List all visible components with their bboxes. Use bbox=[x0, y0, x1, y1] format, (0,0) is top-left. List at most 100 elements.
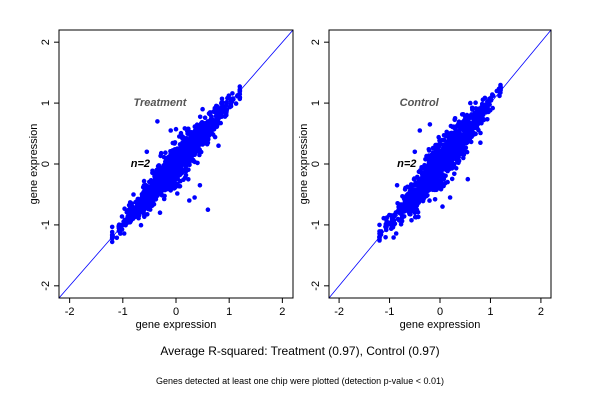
data-point bbox=[446, 159, 452, 165]
data-point bbox=[415, 201, 420, 207]
data-point bbox=[147, 196, 153, 202]
data-point bbox=[137, 204, 142, 210]
x-axis-label: gene expression bbox=[400, 319, 481, 331]
data-point bbox=[179, 134, 185, 139]
data-point bbox=[145, 205, 150, 210]
data-point bbox=[194, 123, 200, 129]
data-point bbox=[202, 138, 208, 144]
data-point bbox=[390, 219, 395, 224]
data-point bbox=[473, 131, 478, 137]
data-point bbox=[196, 133, 202, 139]
data-point bbox=[419, 185, 425, 191]
data-point bbox=[142, 214, 147, 220]
data-point bbox=[175, 191, 180, 196]
data-point bbox=[168, 172, 173, 177]
data-point bbox=[418, 176, 423, 182]
outlier-point bbox=[452, 116, 458, 121]
data-point bbox=[435, 164, 441, 169]
outlier-point bbox=[447, 195, 453, 200]
data-point bbox=[138, 222, 144, 228]
data-point bbox=[192, 135, 197, 141]
y-tick-label: 2 bbox=[40, 39, 52, 45]
treatment-panel: -2 -1 0 1 2 -2 -1 0 1 2 gene expression gene expres… bbox=[28, 29, 294, 331]
data-point bbox=[432, 197, 438, 202]
data-point bbox=[178, 169, 183, 174]
data-point bbox=[169, 186, 174, 191]
data-point bbox=[444, 164, 449, 169]
outlier-point bbox=[412, 149, 418, 155]
x-tick-label: 1 bbox=[487, 306, 493, 318]
data-point bbox=[229, 96, 234, 102]
data-point bbox=[158, 153, 163, 159]
data-point bbox=[471, 114, 476, 119]
data-point bbox=[214, 103, 219, 109]
data-point bbox=[488, 98, 494, 103]
data-point bbox=[219, 101, 224, 106]
data-point bbox=[464, 112, 470, 118]
data-point bbox=[173, 126, 179, 132]
data-point bbox=[453, 148, 459, 154]
x-tick-label: -1 bbox=[118, 306, 128, 318]
data-point bbox=[150, 178, 155, 184]
outlier-point bbox=[417, 128, 423, 133]
data-point bbox=[490, 93, 496, 98]
outlier-point bbox=[155, 119, 160, 124]
data-point bbox=[434, 171, 439, 177]
data-point bbox=[183, 160, 189, 166]
data-point bbox=[377, 236, 382, 242]
outlier-point bbox=[144, 149, 150, 155]
data-point bbox=[432, 183, 437, 189]
data-point bbox=[459, 120, 465, 126]
data-point bbox=[441, 142, 447, 148]
data-point bbox=[400, 206, 406, 212]
outlier-point bbox=[427, 122, 433, 127]
data-point bbox=[412, 214, 418, 220]
data-point bbox=[422, 162, 427, 168]
data-point bbox=[162, 185, 168, 190]
data-point bbox=[181, 177, 186, 182]
data-point bbox=[443, 158, 448, 164]
data-point bbox=[128, 203, 133, 209]
data-point bbox=[184, 136, 190, 141]
data-point bbox=[188, 146, 194, 152]
x-tick-label: -2 bbox=[334, 306, 344, 318]
outlier-point bbox=[192, 195, 197, 200]
data-point bbox=[427, 198, 432, 203]
data-point bbox=[403, 194, 409, 199]
data-point bbox=[109, 224, 115, 230]
y-tick-label: -2 bbox=[40, 281, 52, 291]
data-point bbox=[436, 134, 442, 140]
data-point bbox=[171, 149, 177, 155]
data-point bbox=[116, 223, 121, 229]
data-point bbox=[456, 154, 462, 160]
data-point bbox=[472, 125, 477, 130]
outlier-point bbox=[197, 183, 203, 188]
data-point bbox=[436, 144, 442, 149]
data-point bbox=[481, 110, 487, 115]
data-point bbox=[187, 162, 192, 168]
data-point bbox=[384, 218, 389, 223]
data-point bbox=[208, 117, 214, 122]
data-point bbox=[452, 171, 457, 177]
data-point bbox=[451, 124, 457, 129]
data-point bbox=[141, 178, 147, 184]
data-point bbox=[202, 115, 208, 120]
data-point bbox=[498, 82, 503, 88]
data-point bbox=[431, 164, 437, 170]
data-point bbox=[237, 95, 243, 100]
data-point bbox=[172, 141, 177, 146]
data-point bbox=[377, 222, 382, 228]
data-point bbox=[433, 142, 438, 148]
data-point bbox=[219, 111, 224, 116]
y-tick-label: 1 bbox=[40, 100, 52, 106]
data-point bbox=[114, 235, 120, 241]
data-point bbox=[195, 160, 200, 166]
data-point bbox=[401, 214, 407, 219]
data-point bbox=[405, 184, 410, 190]
data-point bbox=[211, 109, 216, 114]
data-point bbox=[411, 194, 416, 200]
plot-footnote: Genes detected at least one chip were pl… bbox=[156, 376, 444, 386]
data-point bbox=[169, 161, 174, 167]
data-point bbox=[172, 172, 177, 178]
